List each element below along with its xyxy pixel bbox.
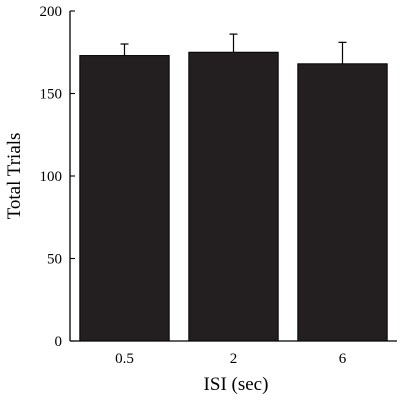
bar (79, 55, 170, 342)
y-tick-label: 0 (55, 334, 63, 350)
y-tick-label: 200 (40, 4, 63, 20)
x-tick-label: 0.5 (115, 351, 134, 367)
y-axis: 0 50 100 150 200 (40, 4, 75, 350)
y-tick-label: 100 (40, 169, 63, 185)
y-axis-title: Total Trials (4, 133, 25, 220)
x-axis-title: ISI (sec) (204, 374, 269, 395)
x-tick-label: 2 (230, 351, 238, 367)
x-tick-label: 6 (339, 351, 347, 367)
y-tick-label: 150 (40, 87, 63, 103)
y-tick-label: 50 (47, 252, 62, 268)
bar (188, 51, 279, 342)
bar (297, 63, 388, 342)
error-bars (120, 33, 347, 64)
bars (79, 51, 388, 342)
